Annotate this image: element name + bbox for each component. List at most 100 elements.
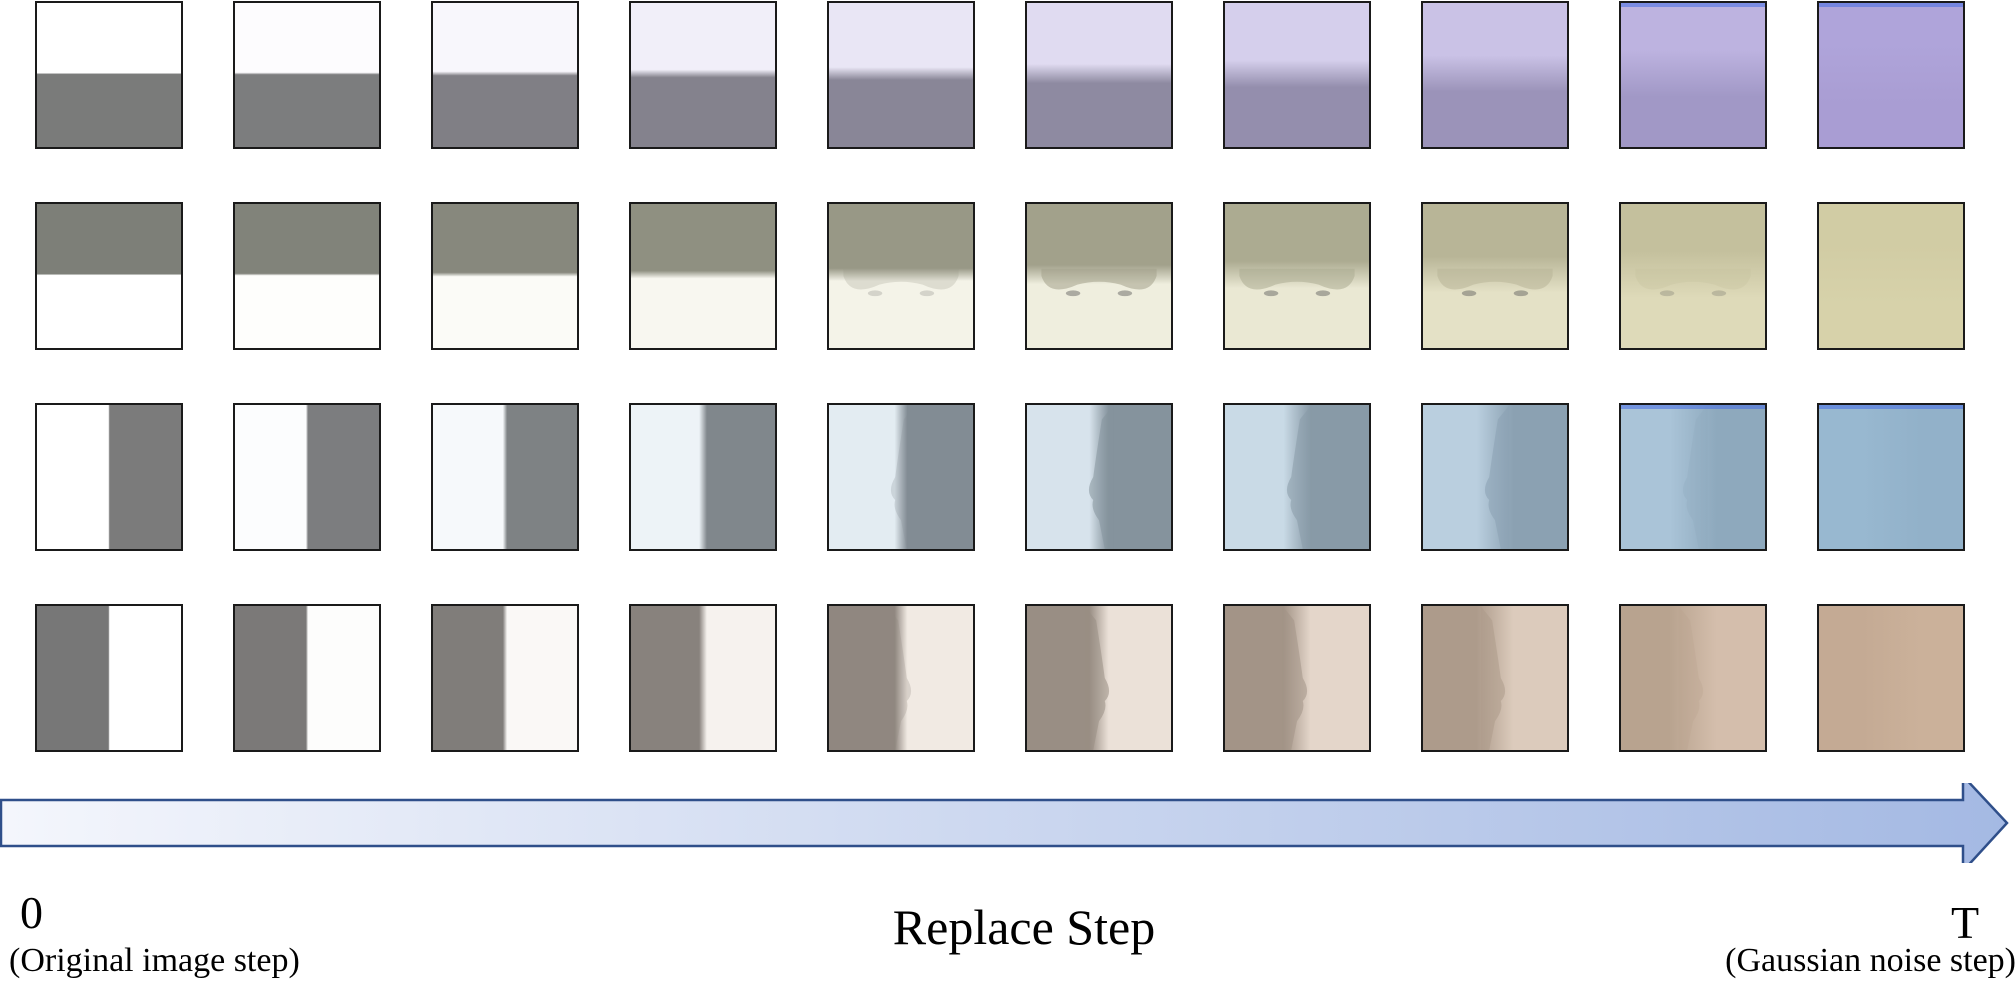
sample-tile [1421,1,1569,149]
sample-tile [1817,403,1965,551]
face-eye [867,290,883,297]
face-eye [1461,290,1477,297]
face-profile [1041,268,1157,290]
tile-gradient [1621,405,1765,549]
end-step-value: T [1951,897,1980,948]
sample-tile [1619,403,1767,551]
face-profile [1282,606,1308,750]
tile-gradient [1819,3,1963,147]
replace-step-arrow [0,783,2009,863]
face-silhouette [1480,606,1506,750]
face-profile [1286,405,1312,549]
replace-step-image-grid [35,1,1965,752]
tile-gradient [37,3,181,147]
tile-gradient [1621,606,1765,750]
sample-tile [233,1,381,149]
sample-tile [35,1,183,149]
end-step-caption: (Gaussian noise step) [1725,942,2016,979]
tile-gradient [829,606,973,750]
face-silhouette [1282,606,1308,750]
tile-gradient [433,3,577,147]
tile-gradient [829,204,973,348]
face-eye [1659,290,1675,297]
face-eye [1263,290,1279,297]
face-silhouette [843,268,959,297]
sample-tile [35,604,183,752]
tile-gradient [235,606,379,750]
tile-gradient [1225,3,1369,147]
sample-tile [35,403,183,551]
tile-gradient [37,606,181,750]
face-silhouette [1084,606,1110,750]
tile-gradient [235,405,379,549]
sample-tile [1025,1,1173,149]
face-profile [1084,606,1110,750]
sample-tile [233,604,381,752]
sample-tile [1223,202,1371,350]
sample-tile [1421,202,1569,350]
sample-tile [35,202,183,350]
sample-tile [431,403,579,551]
face-silhouette [1678,606,1704,750]
start-step-caption: (Original image step) [9,942,300,979]
face-profile [1088,405,1114,549]
face-profile [1239,268,1355,290]
face-silhouette [1088,405,1114,549]
noise-edge-highlight [1819,3,1963,7]
sample-tile [431,604,579,752]
tile-gradient [631,606,775,750]
face-silhouette [890,405,916,549]
tile-gradient [1819,405,1963,549]
face-profile [890,405,916,549]
tile-gradient [1423,3,1567,147]
tile-gradient [1621,3,1765,147]
sample-tile [1223,1,1371,149]
face-silhouette [1239,268,1355,297]
face-eye [1065,290,1081,297]
start-step-value: 0 [20,887,43,938]
face-silhouette [1484,405,1510,549]
sample-tile [629,202,777,350]
sample-tile [827,1,975,149]
face-profile [1678,606,1704,750]
tile-gradient [37,204,181,348]
sample-tile [1619,1,1767,149]
noise-edge-highlight [1819,405,1963,409]
sample-tile [827,202,975,350]
tile-gradient [829,405,973,549]
tile-gradient [1819,606,1963,750]
sample-tile [1817,202,1965,350]
face-eye [1711,290,1727,297]
noise-edge-highlight [1621,405,1765,409]
arrow-shape [0,783,2009,863]
tile-gradient [631,3,775,147]
sample-tile [1817,1,1965,149]
sample-tile [629,1,777,149]
sample-tile [1223,604,1371,752]
sample-tile [629,403,777,551]
face-silhouette [1437,268,1553,297]
sample-tile [1619,202,1767,350]
sample-tile [1421,403,1569,551]
tile-gradient [1621,204,1765,348]
face-profile [1682,405,1708,549]
face-silhouette [1635,268,1751,297]
tile-gradient [235,204,379,348]
tile-gradient [433,606,577,750]
tile-gradient [37,405,181,549]
sample-tile [1025,403,1173,551]
sample-tile [233,403,381,551]
sample-tile [629,604,777,752]
tile-gradient [1027,3,1171,147]
sample-tile [827,604,975,752]
sample-tile [1817,604,1965,752]
face-profile [843,268,959,290]
sample-tile [1223,403,1371,551]
face-profile [1437,268,1553,290]
face-eye [1315,290,1331,297]
sample-tile [233,202,381,350]
sample-tile [431,202,579,350]
sample-tile [1025,202,1173,350]
sample-tile [1619,604,1767,752]
sample-tile [1025,604,1173,752]
